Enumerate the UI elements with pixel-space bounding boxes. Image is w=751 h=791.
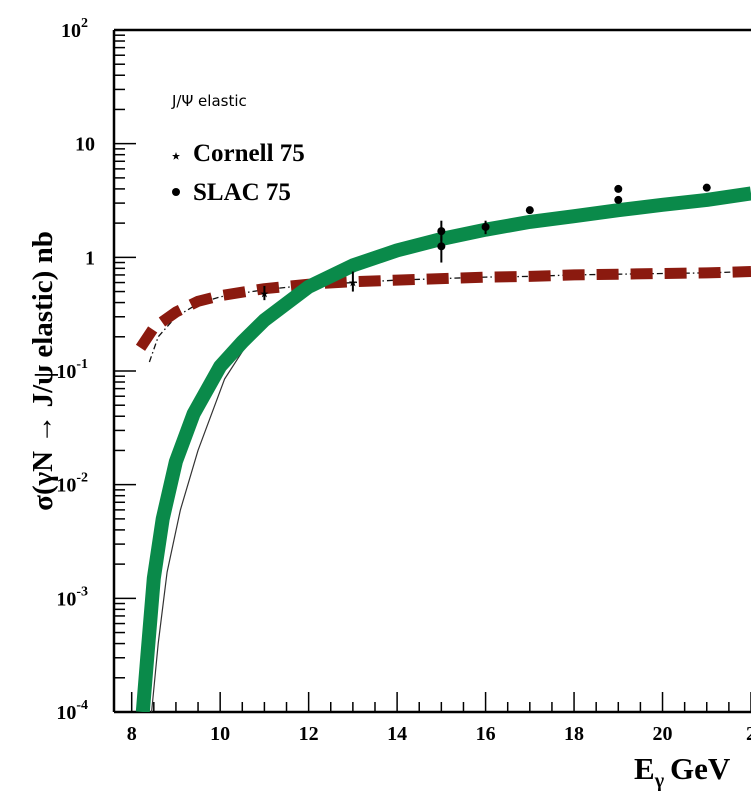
star-marker-icon bbox=[172, 152, 180, 160]
x-axis-title: Eγ GeV bbox=[634, 751, 731, 791]
y-tick-label: 1 bbox=[85, 247, 95, 269]
legend-title: J/Ψ elastic bbox=[171, 92, 247, 110]
y-tick-label: 10 bbox=[75, 134, 95, 156]
slac-point bbox=[525, 206, 534, 215]
curves bbox=[135, 186, 751, 712]
x-tick-label: 2 bbox=[746, 723, 751, 745]
cornell-point bbox=[260, 285, 269, 301]
cornell-point bbox=[348, 271, 357, 292]
series-thin-solid bbox=[151, 193, 751, 712]
y-tick-label: 10-2 bbox=[56, 471, 88, 497]
x-tick-label: 14 bbox=[387, 723, 407, 745]
x-tick-label: 20 bbox=[653, 723, 673, 745]
legend: J/Ψ elastic Cornell 75 SLAC 75 bbox=[171, 92, 305, 206]
legend-label-slac: SLAC 75 bbox=[193, 179, 291, 206]
y-axis-title: σ(γN → J/ψ elastic) nb bbox=[27, 231, 59, 511]
slac-point bbox=[702, 183, 711, 192]
slac-point bbox=[481, 220, 490, 235]
x-axis-title-unit: GeV bbox=[670, 751, 731, 786]
x-tick-label: 10 bbox=[210, 723, 230, 745]
x-axis-title-sub: γ bbox=[654, 770, 665, 791]
x-tick-label: 8 bbox=[127, 723, 137, 745]
data-points bbox=[260, 183, 711, 301]
x-axis: 8 10 12 14 16 18 20 2 bbox=[127, 692, 751, 745]
y-tick-label: 10-1 bbox=[56, 357, 88, 383]
x-tick-label: 16 bbox=[476, 723, 496, 745]
slac-point bbox=[437, 220, 446, 241]
dot-marker-icon bbox=[172, 188, 180, 196]
y-axis: 102 10 1 10-1 10-2 10-3 10-4 bbox=[56, 16, 136, 724]
y-tick-label: 10-4 bbox=[56, 698, 88, 724]
legend-entry-cornell: Cornell 75 bbox=[172, 140, 305, 167]
legend-label-cornell: Cornell 75 bbox=[193, 140, 305, 167]
slac-point bbox=[614, 195, 623, 204]
legend-entry-slac: SLAC 75 bbox=[172, 179, 291, 206]
x-tick-label: 12 bbox=[299, 723, 319, 745]
series-dashed-red bbox=[135, 266, 751, 351]
x-axis-title-main: E bbox=[634, 751, 655, 786]
y-tick-label: 10-3 bbox=[56, 584, 88, 610]
y-tick-label: 102 bbox=[61, 16, 88, 42]
slac-point bbox=[614, 184, 623, 193]
series-solid-green bbox=[135, 186, 751, 712]
x-tick-label: 18 bbox=[564, 723, 584, 745]
